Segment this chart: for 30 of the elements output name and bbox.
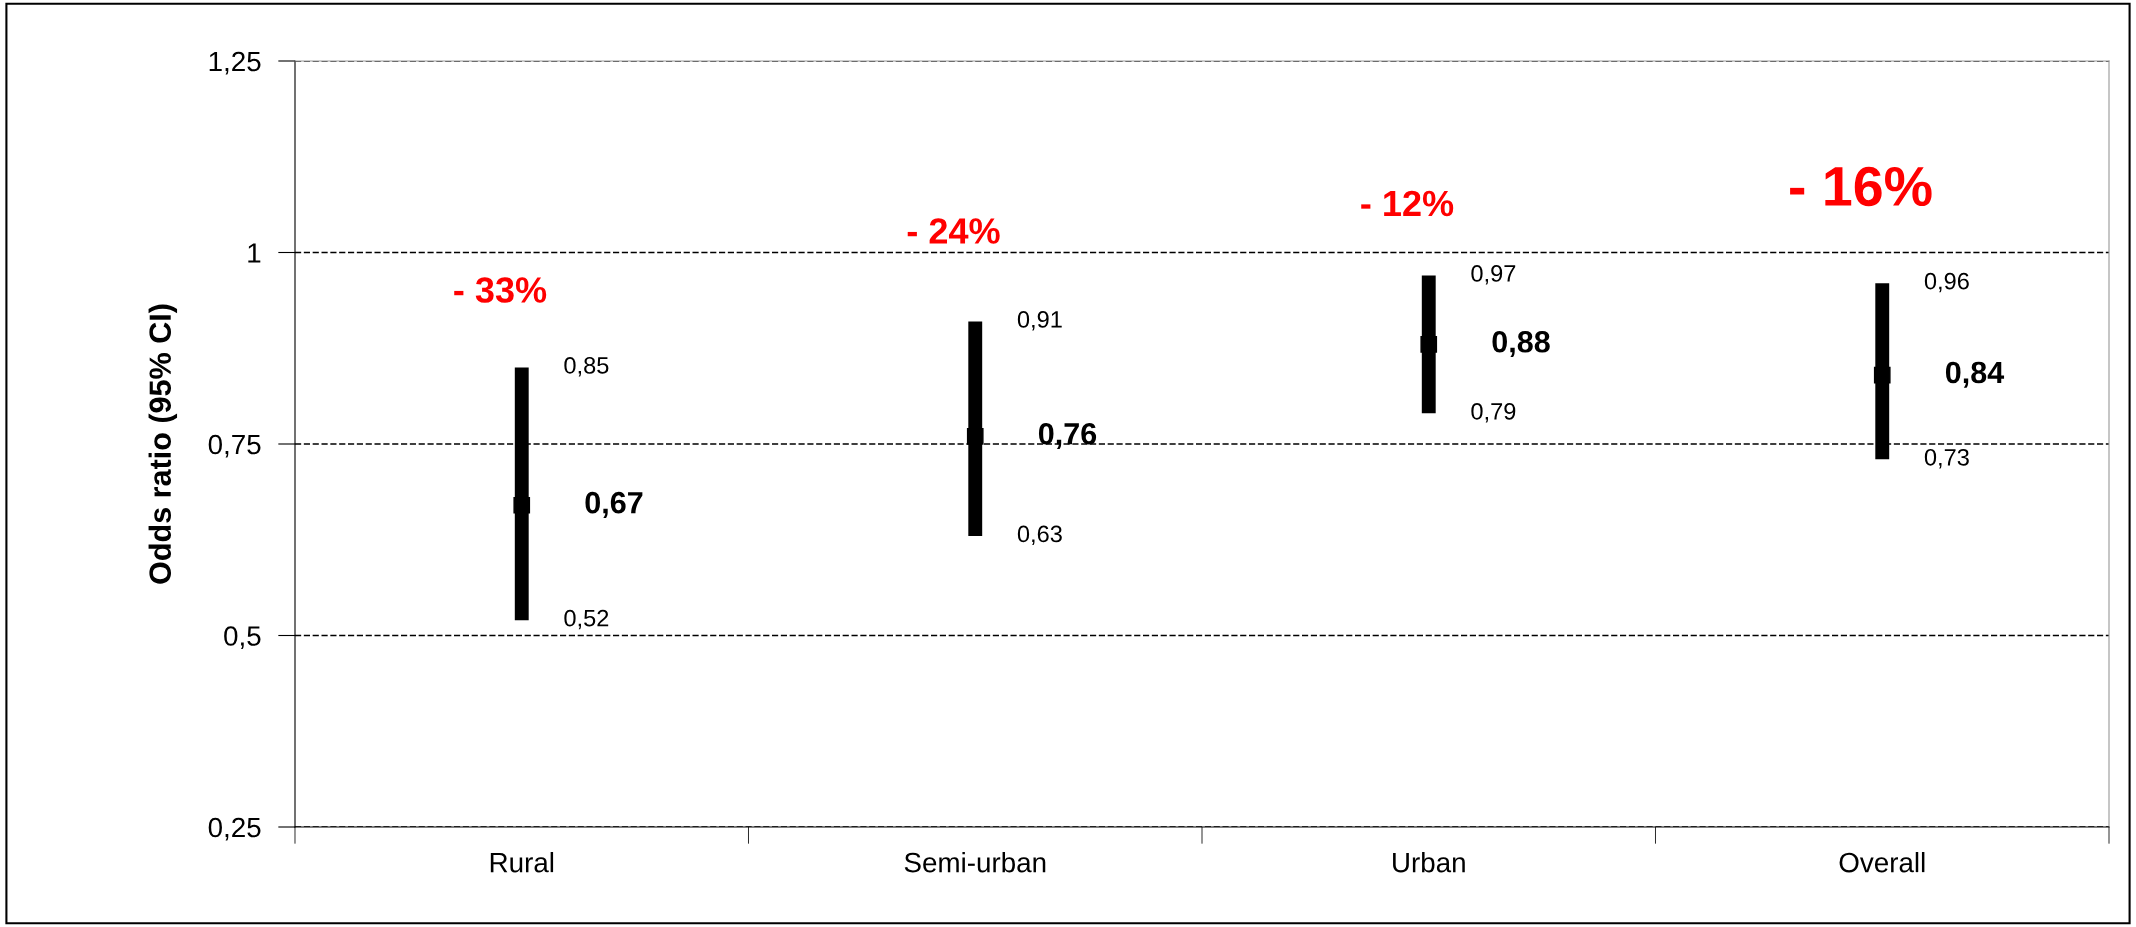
annotation: 0,79 <box>1471 402 1516 423</box>
x-tick-label: Overall <box>1839 852 1925 873</box>
annotation: 0,73 <box>1924 448 1969 469</box>
annotation: - 16% <box>1790 166 1932 207</box>
annotation: 0,91 <box>1017 311 1062 331</box>
y-tick-label: 1,25 <box>209 51 261 75</box>
annotation: - 33% <box>454 277 547 303</box>
point <box>1873 366 1891 384</box>
data-label: 0,76 <box>1038 422 1097 449</box>
annotation: - 24% <box>907 218 1000 244</box>
point <box>1420 336 1438 353</box>
data-label: 0,84 <box>1945 361 2005 388</box>
y-axis-title: Odds ratio (95% CI) <box>148 304 178 584</box>
y-tick-label: 0,75 <box>208 434 261 458</box>
point <box>966 428 984 445</box>
point <box>513 496 531 514</box>
y-tick-label: 0,5 <box>224 626 261 650</box>
annotation: 0,63 <box>1017 525 1062 546</box>
y-tick-label: 1 <box>248 243 261 263</box>
annotation: 0,85 <box>564 357 609 377</box>
annotation: 0,96 <box>1924 272 1969 293</box>
annotation: - 12% <box>1361 190 1454 217</box>
data-label: 0,67 <box>585 491 643 518</box>
x-tick-label: Rural <box>490 852 554 873</box>
x-tick-label: Urban <box>1393 852 1465 873</box>
annotation: 0,97 <box>1471 265 1516 285</box>
x-tick-label: Semi-urban <box>904 852 1046 873</box>
annotation: 0,52 <box>564 609 609 630</box>
data-label: 0,88 <box>1492 330 1550 358</box>
y-tick-label: 0,25 <box>208 817 261 841</box>
